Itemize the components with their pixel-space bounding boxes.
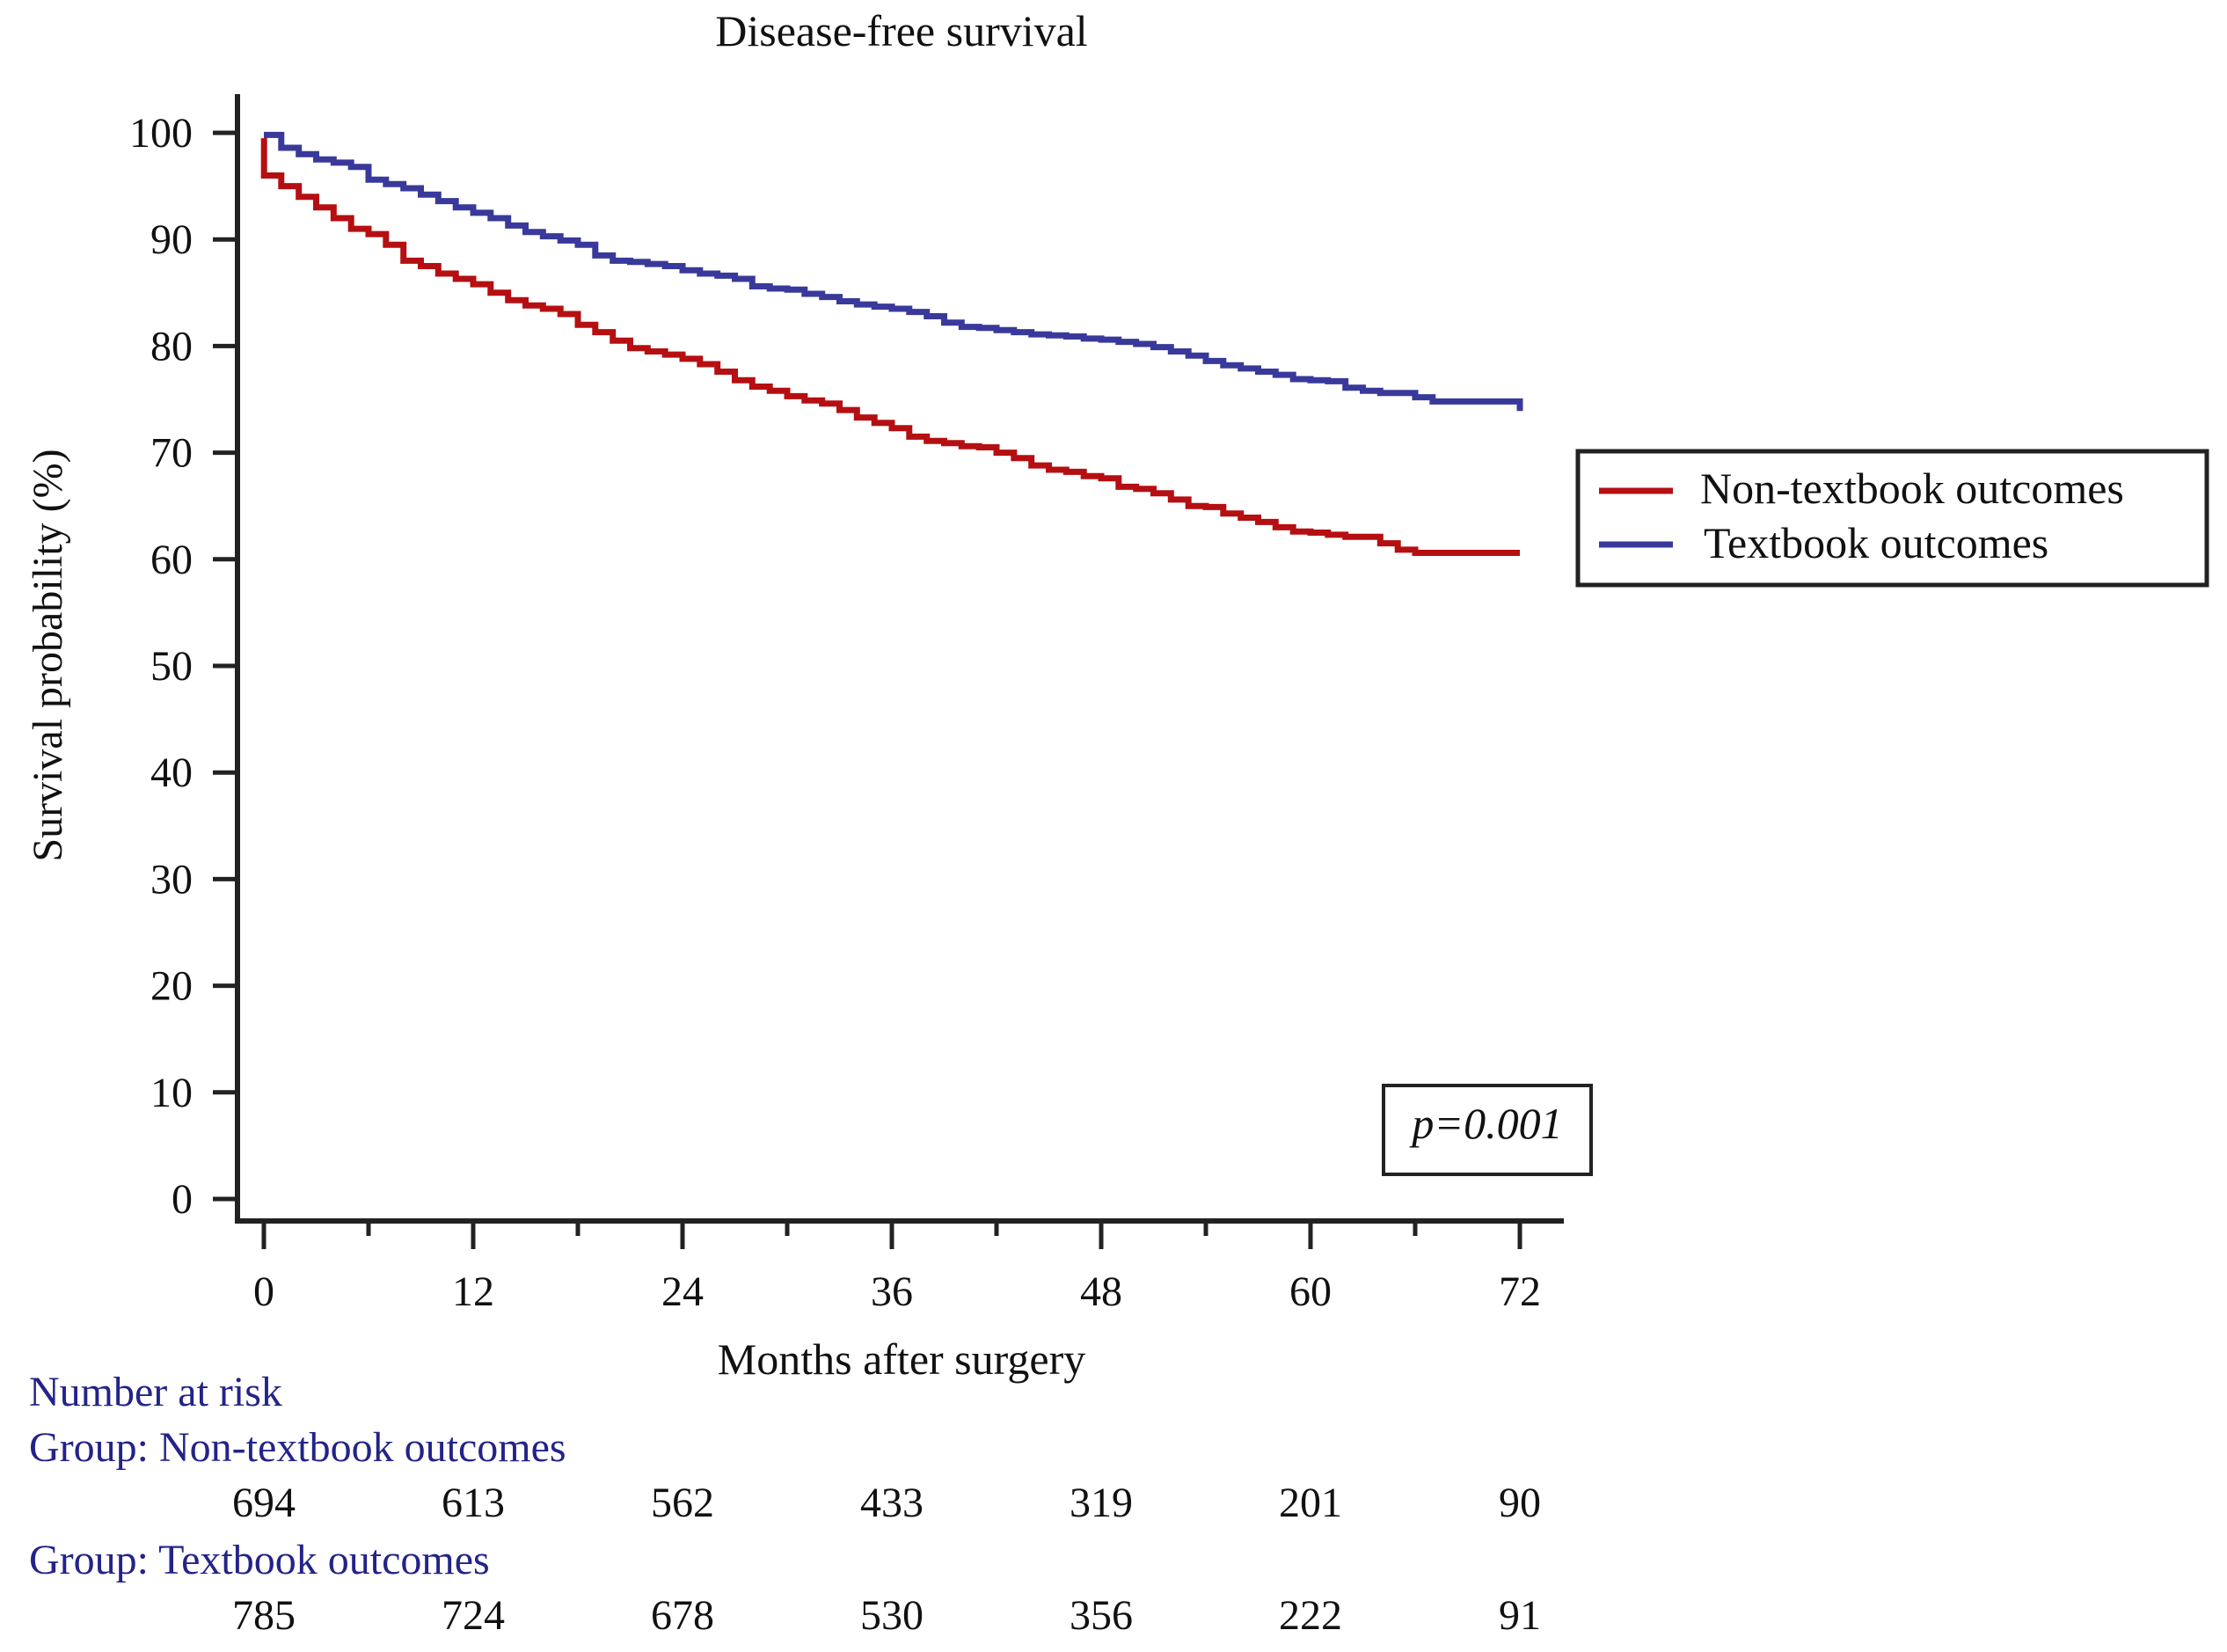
x-tick-label: 48 (1080, 1268, 1122, 1315)
risk-table-title: Number at risk (29, 1369, 282, 1415)
y-tick-label: 10 (150, 1070, 193, 1116)
risk-group-label-non-textbook: Group: Non-textbook outcomes (29, 1424, 566, 1471)
risk-value: 724 (442, 1592, 505, 1639)
risk-value: 785 (232, 1592, 296, 1639)
y-tick-label: 30 (150, 856, 193, 903)
risk-value: 91 (1499, 1592, 1541, 1639)
x-tick-label: 24 (661, 1268, 704, 1315)
y-tick-label: 90 (150, 216, 193, 263)
risk-table: Number at risk Group: Non-textbook outco… (29, 1369, 1541, 1639)
risk-value: 201 (1279, 1480, 1342, 1526)
series-line-non-textbook (260, 135, 1520, 556)
chart-title: Disease-free survival (715, 6, 1087, 55)
y-ticks: 0 10 20 30 40 50 60 70 80 90 100 (129, 110, 237, 1223)
series-layer (260, 131, 1523, 556)
x-tick-label: 12 (452, 1268, 494, 1315)
y-tick-label: 100 (129, 110, 193, 157)
risk-value: 694 (232, 1480, 296, 1526)
p-value-annotation: p=0.001 (1382, 1084, 1593, 1176)
legend-box (1575, 449, 2209, 588)
risk-value: 562 (651, 1480, 714, 1526)
legend-label-textbook: Textbook outcomes (1704, 518, 2048, 567)
p-value-text: p=0.001 (1409, 1099, 1562, 1148)
risk-row-non-textbook: 694 613 562 433 319 201 90 (232, 1480, 1541, 1526)
x-tick-label: 60 (1289, 1268, 1332, 1315)
y-tick-label: 80 (150, 323, 193, 369)
x-tick-label: 0 (253, 1268, 274, 1315)
x-tick-label: 72 (1499, 1268, 1541, 1315)
risk-value: 90 (1499, 1480, 1541, 1526)
risk-value: 319 (1070, 1480, 1133, 1526)
p-value-box (1382, 1084, 1593, 1176)
risk-value: 222 (1279, 1592, 1342, 1639)
y-tick-label: 20 (150, 963, 193, 1010)
legend: Non-textbook outcomes Textbook outcomes (1575, 449, 2209, 588)
y-tick-label: 60 (150, 537, 193, 583)
legend-label-non-textbook: Non-textbook outcomes (1700, 464, 2124, 513)
y-tick-label: 0 (172, 1176, 193, 1223)
risk-group-label-textbook: Group: Textbook outcomes (29, 1537, 490, 1583)
series-line-textbook (264, 131, 1523, 412)
y-axis-label: Survival probability (%) (25, 449, 71, 861)
x-axis-label: Months after surgery (718, 1334, 1085, 1384)
risk-value: 678 (651, 1592, 714, 1639)
risk-value: 433 (860, 1480, 924, 1526)
y-tick-label: 70 (150, 430, 193, 477)
y-tick-label: 40 (150, 749, 193, 796)
risk-value: 613 (442, 1480, 505, 1526)
risk-value: 530 (860, 1592, 924, 1639)
y-tick-label: 50 (150, 643, 193, 690)
risk-value: 356 (1070, 1592, 1133, 1639)
x-tick-label: 36 (871, 1268, 913, 1315)
risk-row-textbook: 785 724 678 530 356 222 91 (232, 1592, 1541, 1639)
x-ticks: 0 12 24 36 48 60 72 (253, 1221, 1541, 1315)
